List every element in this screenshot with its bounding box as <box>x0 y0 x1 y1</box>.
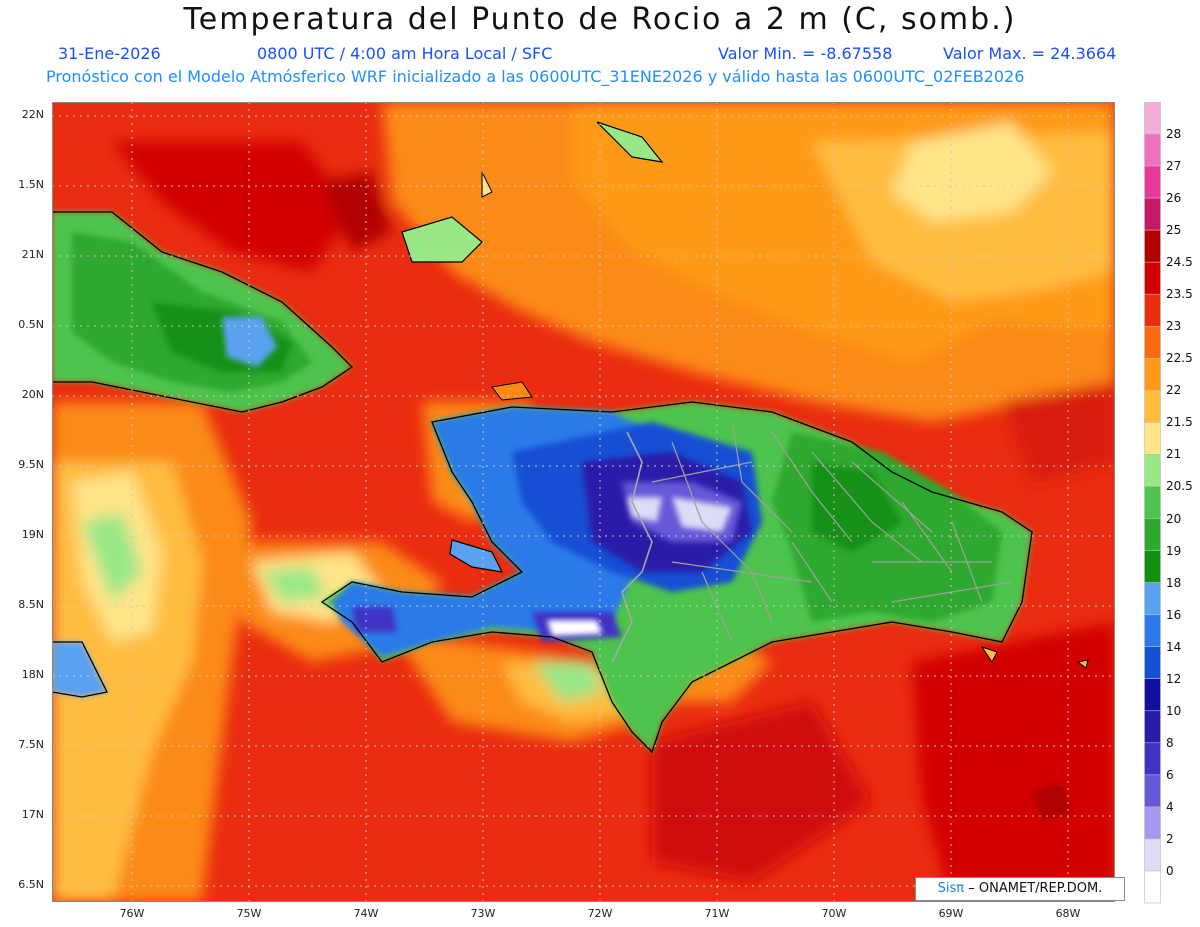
lat-label: 17N <box>21 808 44 821</box>
forecast-time: 0800 UTC / 4:00 am Hora Local / SFC <box>257 44 553 63</box>
legend-swatch <box>1144 165 1161 199</box>
lat-label: 22N <box>21 108 44 121</box>
legend-swatch <box>1144 582 1161 615</box>
lon-label: 72W <box>587 907 613 920</box>
legend-label: 23.5 <box>1166 287 1193 302</box>
legend-label: 20.5 <box>1166 479 1193 494</box>
lat-label: 0.5N <box>18 318 44 331</box>
legend-swatch <box>1144 454 1161 487</box>
legend-swatch <box>1144 229 1161 263</box>
legend-label: 14 <box>1166 639 1182 654</box>
legend-swatch <box>1144 133 1161 167</box>
legend-swatch <box>1144 486 1161 519</box>
legend-label: 22 <box>1166 383 1182 398</box>
legend-label: 22.5 <box>1166 351 1193 366</box>
lon-label: 69W <box>938 907 964 920</box>
lat-label: 6.5N <box>18 878 44 891</box>
lat-label: 18N <box>21 668 44 681</box>
legend-label: 19 <box>1166 543 1182 558</box>
legend-label: 21 <box>1166 447 1182 462</box>
lat-label: 21N <box>21 248 44 261</box>
credit-text: – ONAMET/REP.DOM. <box>968 881 1103 896</box>
haiti-dr-border <box>611 431 653 663</box>
legend-swatch <box>1144 614 1161 647</box>
credit-brand: Sisπ <box>937 881 965 896</box>
legend-swatch <box>1144 710 1161 744</box>
legend-label: 23 <box>1166 319 1182 334</box>
legend-colorbar <box>1144 102 1161 904</box>
lat-label: 9.5N <box>18 458 44 471</box>
legend-swatch <box>1144 325 1161 359</box>
legend-label: 0 <box>1166 863 1174 878</box>
lat-label: 19N <box>21 528 44 541</box>
legend-swatch <box>1144 838 1161 872</box>
legend-swatch <box>1144 102 1161 135</box>
lon-label: 70W <box>821 907 847 920</box>
legend-label: 25 <box>1166 223 1182 238</box>
legend-swatch <box>1144 646 1161 680</box>
legend-label: 26 <box>1166 191 1182 206</box>
legend-swatch <box>1144 358 1161 391</box>
lat-label: 7.5N <box>18 738 44 751</box>
legend-swatch <box>1144 197 1161 231</box>
subtitle-line: 31-Ene-2026 0800 UTC / 4:00 am Hora Loca… <box>0 44 1200 64</box>
legend-label: 10 <box>1166 703 1182 718</box>
lat-label: 20N <box>21 388 44 401</box>
map-title: Temperatura del Punto de Rocio a 2 m (C,… <box>183 2 1017 37</box>
legend-swatch <box>1144 678 1161 712</box>
forecast-date: 31-Ene-2026 <box>58 44 161 63</box>
model-info: Pronóstico con el Modelo Atmósferico WRF… <box>46 67 1025 86</box>
legend-swatch <box>1144 422 1161 455</box>
legend-label: 28 <box>1166 127 1182 142</box>
lon-label: 71W <box>704 907 730 920</box>
legend-label: 4 <box>1166 799 1174 814</box>
lon-label: 68W <box>1055 907 1081 920</box>
legend-label: 2 <box>1166 831 1174 846</box>
legend-swatch <box>1144 390 1161 423</box>
legend-label: 18 <box>1166 575 1182 590</box>
legend-label: 20 <box>1166 511 1182 526</box>
legend-label: 12 <box>1166 671 1182 686</box>
legend-label: 21.5 <box>1166 415 1193 430</box>
lon-label: 75W <box>236 907 262 920</box>
lat-label: 8.5N <box>18 598 44 611</box>
lon-label: 76W <box>119 907 145 920</box>
legend-label: 27 <box>1166 159 1182 174</box>
hispaniola-landmass <box>320 401 1033 754</box>
credit-box: Sisπ – ONAMET/REP.DOM. <box>915 877 1125 901</box>
lon-label: 74W <box>353 907 379 920</box>
value-max: Valor Max. = 24.3664 <box>943 44 1117 63</box>
legend-swatch <box>1144 550 1161 583</box>
legend-label: 6 <box>1166 767 1174 782</box>
legend-swatch <box>1144 774 1161 808</box>
graticule <box>52 102 1115 902</box>
lon-label: 73W <box>470 907 496 920</box>
legend-swatch <box>1144 518 1161 551</box>
value-min: Valor Min. = -8.67558 <box>718 44 893 63</box>
legend-label: 16 <box>1166 607 1182 622</box>
legend-label: 24.5 <box>1166 255 1193 270</box>
lat-label: 1.5N <box>18 178 44 191</box>
legend-swatch <box>1144 293 1161 327</box>
legend-swatch <box>1144 261 1161 295</box>
puerto-rico-region <box>1032 782 1072 822</box>
small-islands <box>401 121 1089 669</box>
legend-label: 8 <box>1166 735 1174 750</box>
legend-swatch <box>1144 870 1161 904</box>
legend-swatch <box>1144 806 1161 840</box>
legend-swatch <box>1144 742 1161 776</box>
dewpoint-map <box>52 102 1115 902</box>
